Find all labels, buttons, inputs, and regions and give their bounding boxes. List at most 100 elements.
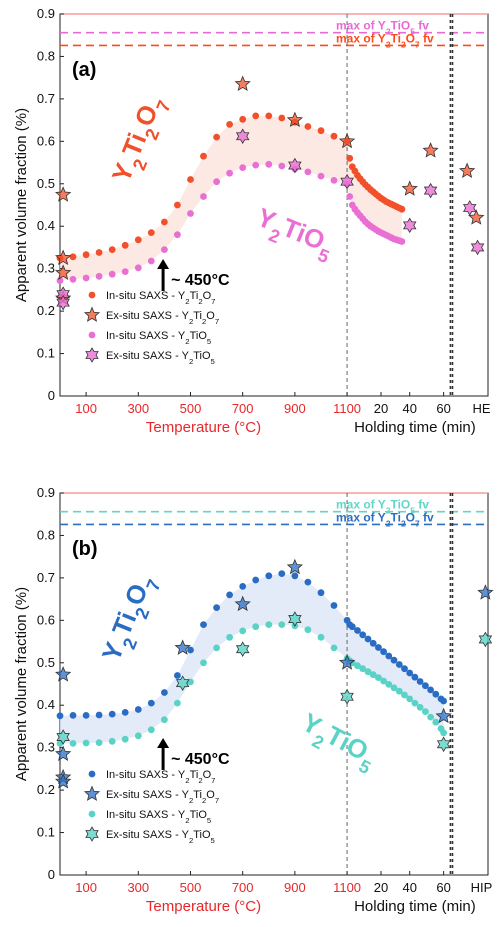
insitu-point-a <box>174 672 181 679</box>
insitu-point-a <box>200 621 207 628</box>
insitu-point-b <box>265 160 273 168</box>
insitu-point-b <box>200 193 207 200</box>
insitu-point-b <box>147 726 155 734</box>
arrow-icon <box>157 738 170 748</box>
insitu-point-a <box>226 121 234 128</box>
insitu-point-a <box>317 589 325 597</box>
exsitu-point-a <box>55 264 72 280</box>
insitu-point-a <box>416 678 424 685</box>
insitu-point-a <box>95 711 103 719</box>
legend-marker <box>83 785 101 801</box>
legend-marker <box>88 291 96 299</box>
y-tick-label: 0.8 <box>37 48 55 63</box>
insitu-point-a <box>82 251 90 259</box>
insitu-point-b <box>398 238 406 245</box>
insitu-point-b <box>422 708 429 715</box>
y-axis-title: Apparent volume fraction (%) <box>13 108 30 302</box>
insitu-point-a <box>278 570 286 577</box>
exsitu-point-b <box>423 182 438 199</box>
max-line-label: max of Y2Ti2O7 fv <box>336 31 434 49</box>
legend-marker <box>83 306 101 322</box>
insitu-point-b <box>134 732 142 740</box>
insitu-point-a <box>390 656 398 664</box>
legend-entry: In-situ SAXS - Y2TiO5 <box>106 809 211 825</box>
max-line-label: max of Y2Ti2O7 fv <box>336 510 434 528</box>
insitu-point-a <box>432 690 440 698</box>
x-tick-label-temperature: 1100 <box>333 401 361 416</box>
exsitu-point-a <box>422 142 439 158</box>
legend-marker <box>85 826 99 842</box>
x-axis-title-time: Holding time (min) <box>354 898 476 915</box>
insitu-point-b <box>317 633 325 641</box>
insitu-point-a <box>226 591 234 599</box>
insitu-point-a <box>398 205 406 213</box>
insitu-point-b <box>440 729 447 737</box>
insitu-point-a <box>304 123 312 130</box>
exsitu-point-b <box>288 157 302 174</box>
x-axis-title-temperature: Temperature (°C) <box>146 419 261 436</box>
exsitu-point-b <box>402 217 417 234</box>
y-axis-title: Apparent volume fraction (%) <box>13 587 30 781</box>
insitu-point-a <box>213 604 221 611</box>
y-tick-label: 0.6 <box>37 612 55 627</box>
x-tick-label-end: HE <box>472 401 490 416</box>
insitu-point-a <box>108 246 116 254</box>
exsitu-point-b <box>235 128 250 145</box>
exsitu-point-b <box>175 675 190 691</box>
insitu-point-a <box>174 201 181 209</box>
panel-label: (b) <box>72 538 98 560</box>
compound-label-a: Y2Ti2O7 <box>106 91 175 189</box>
insitu-point-a <box>422 682 429 690</box>
insitu-point-a <box>385 652 393 660</box>
insitu-point-a <box>121 709 129 716</box>
insitu-point-a <box>239 583 247 590</box>
arrow-icon <box>157 259 170 269</box>
annotation-450c: ~ 450°C <box>171 272 230 289</box>
insitu-point-b <box>369 671 377 679</box>
insitu-point-a <box>108 710 116 718</box>
x-tick-label-time: 40 <box>402 401 416 416</box>
insitu-point-a <box>161 218 168 226</box>
insitu-point-a <box>354 627 361 634</box>
exsitu-point-a <box>234 75 251 91</box>
x-tick-label-time: 20 <box>374 880 388 895</box>
insitu-point-a <box>265 572 273 580</box>
insitu-point-a <box>359 631 367 639</box>
insitu-point-a <box>380 648 387 656</box>
insitu-point-a <box>161 689 168 696</box>
insitu-point-b <box>364 668 372 676</box>
y-tick-label: 0.5 <box>37 655 55 670</box>
insitu-point-b <box>213 644 221 652</box>
compound-label-a: Y2Ti2O7 <box>96 570 165 668</box>
exsitu-point-b <box>462 200 477 216</box>
insitu-point-a <box>69 712 77 719</box>
legend-marker <box>88 810 96 818</box>
exsitu-point-a <box>55 249 72 265</box>
insitu-point-b <box>385 681 393 688</box>
exsitu-point-b <box>56 729 70 745</box>
insitu-point-b <box>359 665 367 673</box>
x-tick-label-temperature: 700 <box>232 401 254 416</box>
y-tick-label: 0.1 <box>37 346 55 361</box>
exsitu-point-a <box>234 595 251 612</box>
exsitu-point-b <box>478 631 493 648</box>
insitu-point-b <box>95 739 103 746</box>
insitu-point-b <box>395 687 403 695</box>
insitu-point-a <box>395 661 403 668</box>
insitu-point-b <box>108 270 116 278</box>
y-tick-label: 0.2 <box>37 782 55 797</box>
max-line-label: max of Y2TiO5 fv <box>336 19 429 37</box>
insitu-point-b <box>252 623 260 631</box>
insitu-point-a <box>440 697 447 705</box>
annotation-450c: ~ 450°C <box>171 751 230 768</box>
insitu-point-b <box>213 178 221 186</box>
insitu-point-a <box>200 152 207 160</box>
insitu-point-b <box>187 210 194 217</box>
insitu-point-a <box>252 576 260 584</box>
y-tick-label: 0.7 <box>37 91 55 106</box>
insitu-point-a <box>95 249 103 256</box>
insitu-point-a <box>401 665 408 673</box>
insitu-point-b <box>265 621 273 628</box>
